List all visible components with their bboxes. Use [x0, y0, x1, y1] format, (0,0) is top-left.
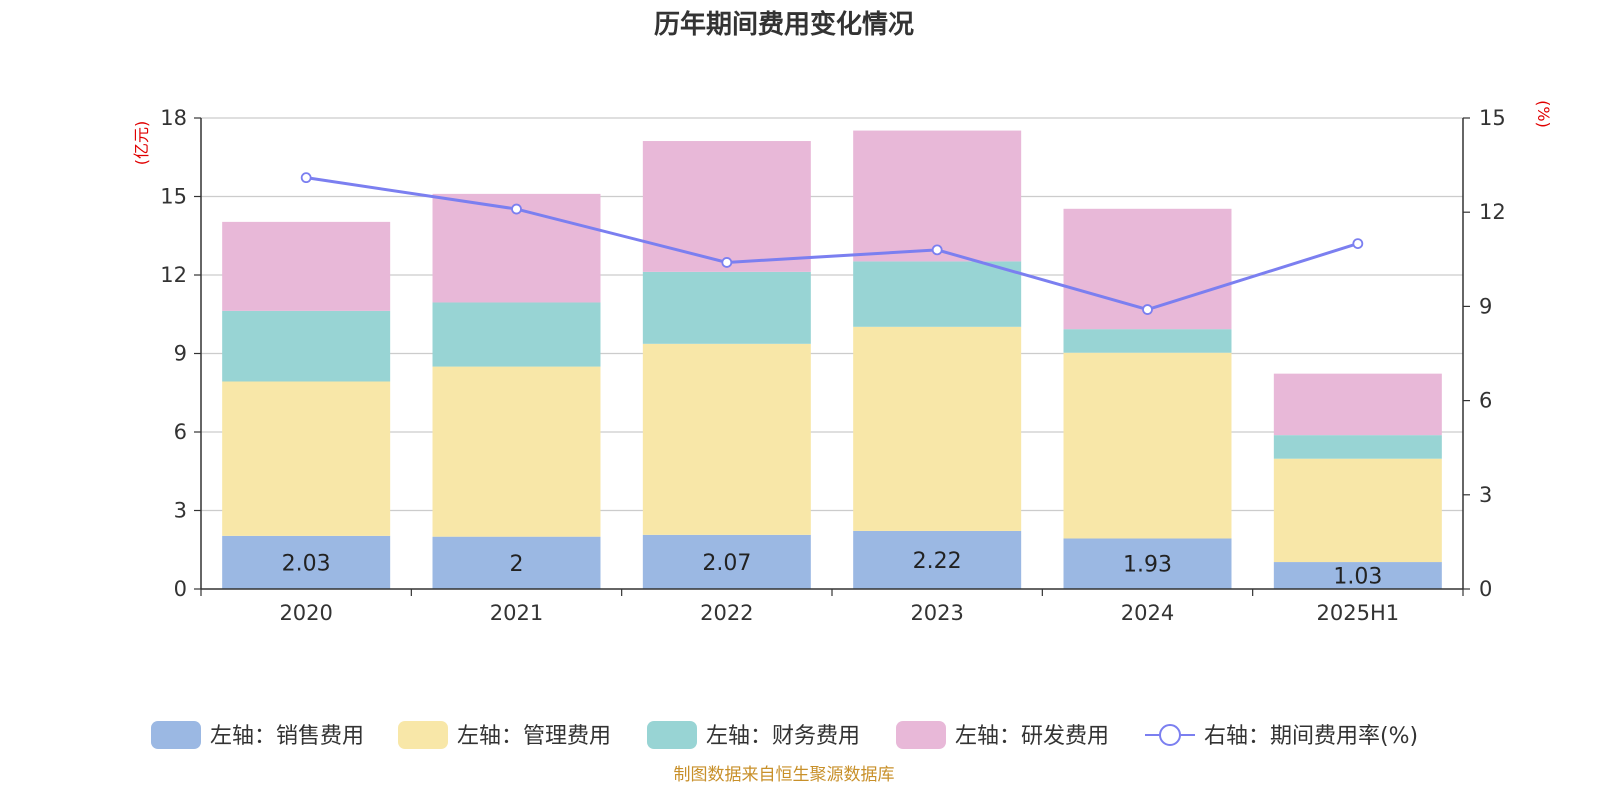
x-tick-label: 2021	[490, 601, 543, 625]
legend-marker	[1159, 724, 1181, 746]
bar-data-label: 2.22	[913, 549, 962, 574]
bar-data-label: 2	[510, 552, 524, 577]
legend-label: 左轴：财务费用	[706, 724, 860, 749]
x-tick-label: 2024	[1121, 601, 1174, 625]
legend-label: 左轴：销售费用	[210, 724, 364, 749]
left-axis-unit: (亿元)	[132, 121, 151, 166]
rate-point	[931, 244, 943, 256]
rate-point	[1142, 304, 1153, 315]
rate-point	[511, 203, 522, 215]
bar-data-label: 1.93	[1123, 553, 1172, 578]
x-axis-ticks: 2020 2021 2022 2023 2024 2025H1	[200, 589, 1464, 625]
legend-swatch	[398, 721, 448, 749]
bar-segment-3	[1273, 435, 1442, 459]
left-axis-ticks: 0 3 6 9 12 15 18	[160, 106, 201, 601]
legend: 左轴：销售费用 左轴：管理费用 左轴：财务费用 左轴：研发费用 右轴：期间费用率(%)	[151, 721, 1418, 749]
left-tick-label: 6	[174, 420, 187, 444]
bar-segment-2	[642, 343, 811, 535]
left-tick-label: 0	[174, 577, 187, 601]
bar-segment-1	[642, 534, 811, 589]
x-tick-label: 2023	[910, 601, 963, 625]
bar-segment-3	[432, 302, 601, 367]
bar-segment-4	[853, 130, 1022, 262]
bar-data-label: 1.03	[1333, 565, 1382, 590]
bar-segment-3	[1063, 329, 1232, 353]
right-tick-label: 15	[1479, 106, 1506, 130]
bar-segment-1	[222, 535, 391, 589]
bar-segment-2	[853, 326, 1022, 531]
legend-label: 左轴：研发费用	[955, 724, 1109, 749]
right-axis-ticks: 0 3 6 9 12 15	[1463, 106, 1506, 601]
bar-segment-1	[1273, 562, 1442, 589]
bar-segment-3	[222, 310, 391, 382]
rate-line	[305, 176, 1359, 312]
right-tick-label: 6	[1479, 389, 1492, 413]
bar-segment-4	[1273, 373, 1442, 436]
x-tick-label: 2020	[279, 601, 332, 625]
left-tick-label: 15	[160, 185, 187, 209]
bar-segment-2	[1063, 352, 1232, 539]
source-note: 制图数据来自恒生聚源数据库	[674, 765, 895, 785]
bars	[222, 130, 1442, 589]
legend-swatch	[647, 721, 697, 749]
line-series	[300, 172, 1364, 315]
bar-segment-1	[853, 530, 1022, 589]
rate-point	[721, 257, 733, 268]
bar-data-label: 2.07	[702, 551, 751, 576]
bar-segment-1	[1063, 538, 1232, 589]
bar-segment-4	[222, 221, 391, 311]
bar-segment-2	[432, 366, 601, 537]
left-tick-label: 3	[174, 499, 187, 523]
gridlines	[201, 117, 1463, 512]
right-tick-label: 12	[1479, 200, 1506, 224]
bar-segment-3	[853, 261, 1022, 327]
legend-swatch	[896, 721, 946, 749]
right-tick-label: 0	[1479, 577, 1492, 601]
legend-label: 右轴：期间费用率(%)	[1204, 724, 1418, 749]
bar-segment-1	[432, 536, 601, 589]
bar-segment-2	[1273, 458, 1442, 563]
left-tick-label: 18	[160, 106, 187, 130]
right-tick-label: 9	[1479, 294, 1492, 318]
chart-title: 历年期间费用变化情况	[654, 9, 914, 40]
left-tick-label: 12	[160, 263, 187, 287]
bar-segment-4	[642, 141, 811, 272]
right-axis-unit: (%)	[1534, 100, 1553, 128]
legend-label: 左轴：管理费用	[457, 724, 611, 749]
bar-labels: 2.03 2 2.07 2.22 1.93 1.03	[282, 549, 1383, 590]
x-tick-label: 2022	[700, 601, 753, 625]
right-tick-label: 3	[1479, 483, 1492, 507]
bar-data-label: 2.03	[282, 551, 331, 576]
left-tick-label: 9	[174, 342, 187, 366]
bar-segment-2	[222, 381, 391, 536]
x-tick-label: 2025H1	[1317, 601, 1400, 625]
rate-point	[1352, 238, 1364, 250]
rate-point	[300, 172, 312, 184]
bar-segment-3	[642, 271, 811, 344]
legend-swatch	[151, 721, 201, 749]
